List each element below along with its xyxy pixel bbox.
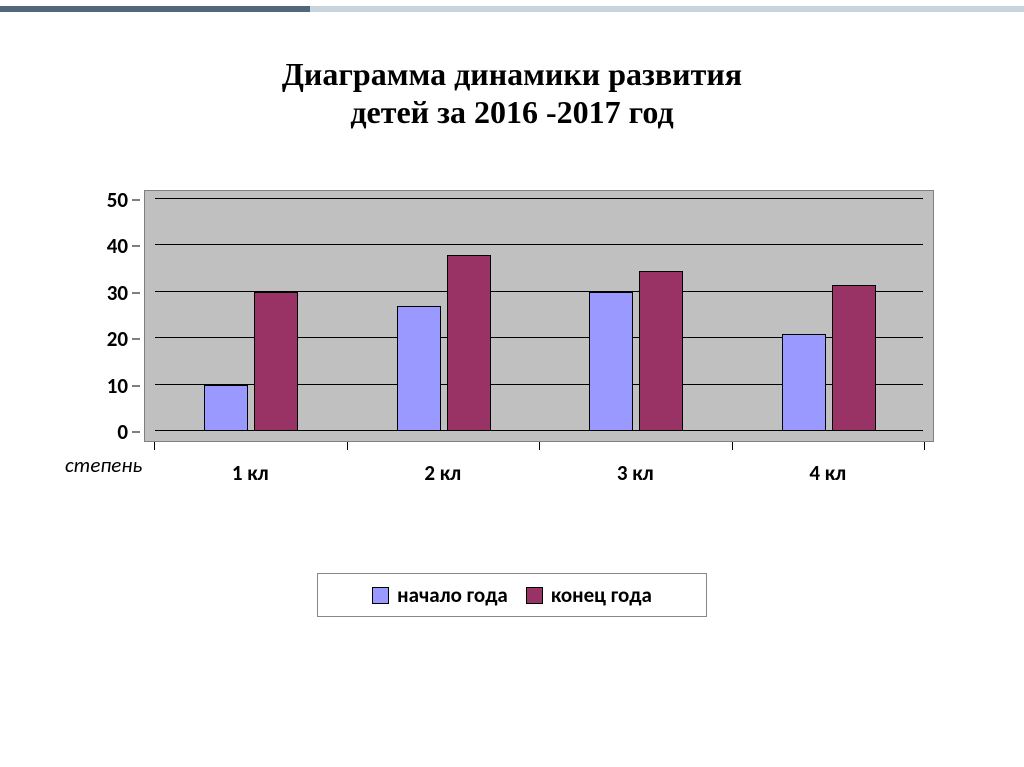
legend: начало года конец года <box>317 573 707 617</box>
gridline <box>155 244 923 245</box>
bar <box>254 292 298 431</box>
y-tick-label: 0 <box>68 419 128 445</box>
x-tick-label: 3 кл <box>617 460 654 486</box>
bar <box>832 285 876 431</box>
x-axis-label: степень <box>65 452 142 478</box>
bar-chart: 0 10 20 30 40 50 1 кл 2 кл 3 кл 4 кл степень <box>65 190 945 510</box>
y-tick-label: 40 <box>68 233 128 259</box>
y-tick-mark <box>132 385 140 386</box>
y-tick-label: 20 <box>68 326 128 352</box>
y-tick-label: 50 <box>68 187 128 213</box>
gridline <box>155 198 923 199</box>
top-border-dark <box>0 6 310 12</box>
plot-area <box>144 190 934 442</box>
title-line-1: Диаграмма динамики развития <box>282 56 742 92</box>
bar <box>639 271 683 431</box>
legend-swatch <box>526 587 543 604</box>
x-tick-mark <box>924 442 925 450</box>
y-tick-mark <box>132 339 140 340</box>
y-tick-mark <box>132 292 140 293</box>
bar <box>782 334 826 431</box>
decorative-top-border <box>0 6 1024 12</box>
plot-inner <box>155 201 923 431</box>
top-border-light <box>310 6 1024 12</box>
y-axis: 0 10 20 30 40 50 <box>65 190 140 442</box>
legend-item: конец года <box>526 582 652 608</box>
x-tick-label: 1 кл <box>232 460 269 486</box>
y-tick-label: 30 <box>68 280 128 306</box>
page-title: Диаграмма динамики развития детей за 201… <box>0 55 1024 132</box>
y-tick-mark <box>132 200 140 201</box>
x-tick-label: 4 кл <box>809 460 846 486</box>
y-tick-label: 10 <box>68 373 128 399</box>
legend-item: начало года <box>372 582 508 608</box>
bar <box>447 255 491 431</box>
bar <box>204 385 248 431</box>
x-axis: 1 кл 2 кл 3 кл 4 кл <box>154 448 924 488</box>
legend-label: начало года <box>397 582 508 608</box>
legend-label: конец года <box>551 582 652 608</box>
y-tick-mark <box>132 432 140 433</box>
title-line-2: детей за 2016 -2017 год <box>350 94 673 130</box>
bar <box>397 306 441 431</box>
bar <box>589 292 633 431</box>
x-tick-label: 2 кл <box>424 460 461 486</box>
legend-swatch <box>372 587 389 604</box>
y-tick-mark <box>132 246 140 247</box>
